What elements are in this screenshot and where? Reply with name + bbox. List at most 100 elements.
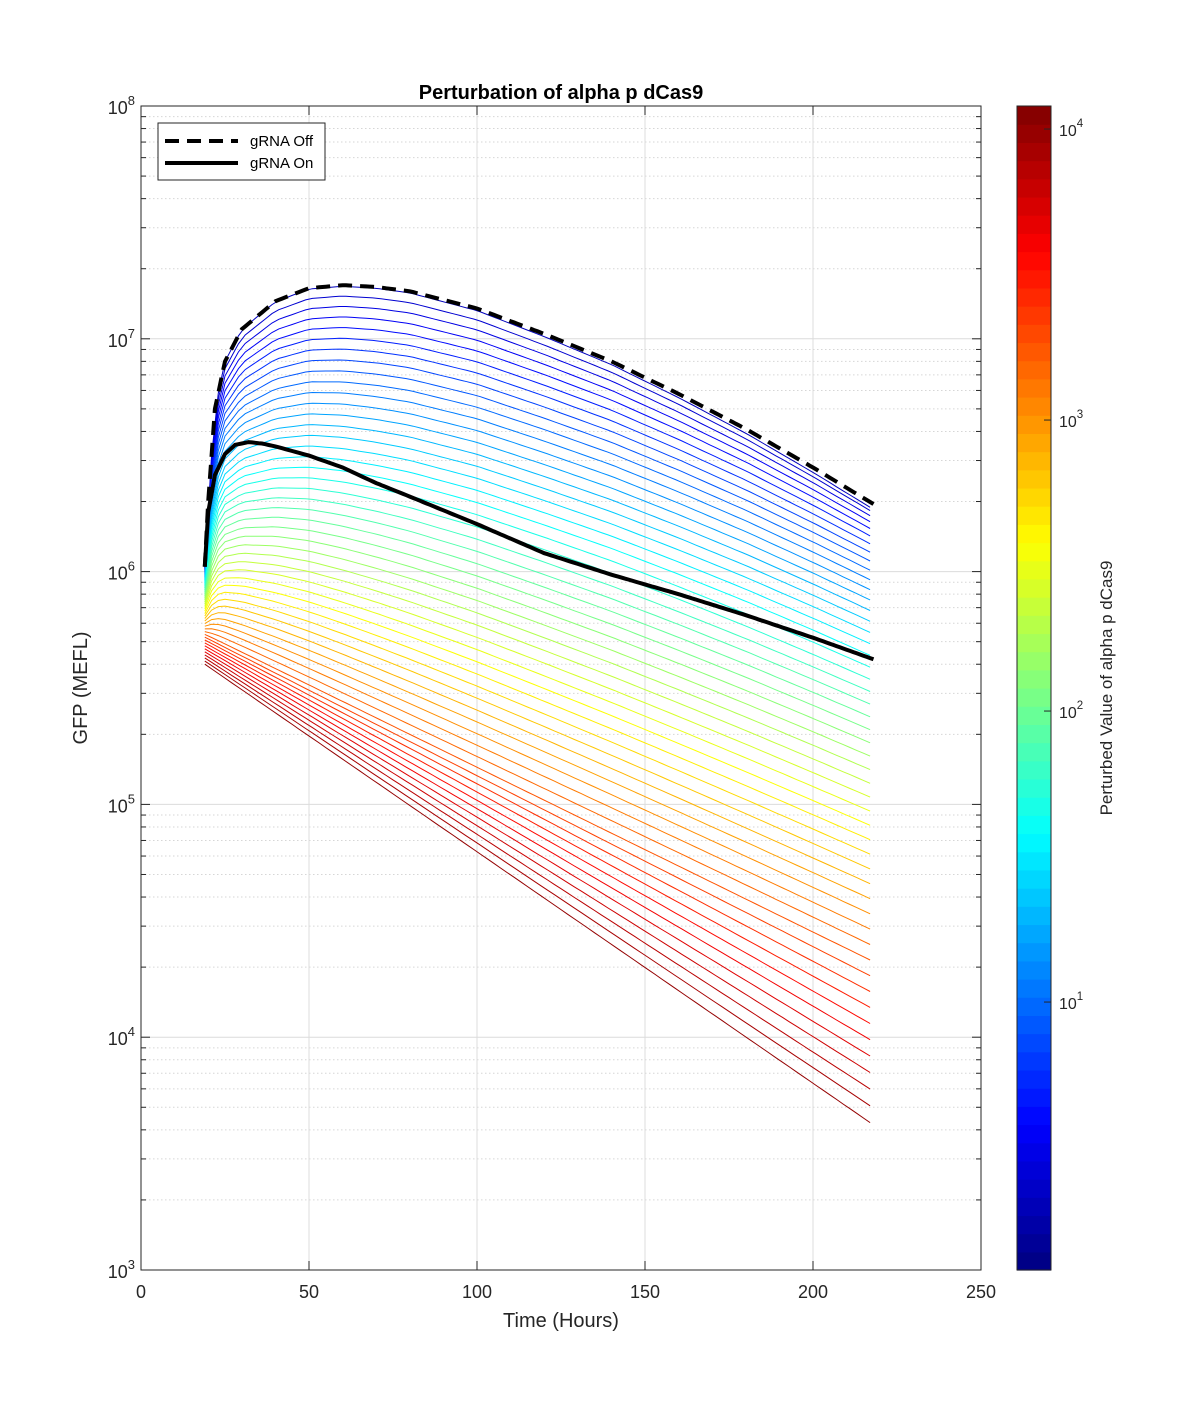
perturbation-curve <box>204 544 871 757</box>
y-tick-label: 106 <box>108 559 135 584</box>
colorbar-band <box>1017 869 1051 889</box>
colorbar-band <box>1017 178 1051 198</box>
colorbar-band <box>1017 669 1051 689</box>
colorbar-band <box>1017 160 1051 180</box>
colorbar-band <box>1017 706 1051 725</box>
perturbation-curve <box>204 642 871 1008</box>
colorbar-band <box>1017 196 1051 216</box>
perturbation-curve <box>204 552 871 771</box>
perturbation-curve <box>204 337 871 570</box>
colorbar-band <box>1017 215 1051 234</box>
colorbar-band <box>1017 1015 1051 1035</box>
perturbation-curve <box>204 413 871 601</box>
colorbar-band <box>1017 997 1051 1016</box>
perturbation-curve <box>204 657 871 1090</box>
x-tick-label: 150 <box>630 1282 660 1302</box>
perturbation-curve <box>204 651 871 1057</box>
legend: gRNA Off gRNA On <box>157 122 326 181</box>
perturbation-curve <box>204 327 871 569</box>
perturbation-curve <box>204 516 871 718</box>
perturbation-curve <box>204 660 871 1107</box>
colorbar-band <box>1017 651 1051 671</box>
y-tick-label: 104 <box>108 1024 135 1049</box>
colorbar-band <box>1017 1160 1051 1180</box>
perturbation-curve <box>204 584 871 826</box>
colorbar-band <box>1017 1142 1051 1162</box>
series-gRNA-on <box>202 440 875 662</box>
perturbation-curve <box>204 286 871 567</box>
perturbation-curve <box>204 633 871 961</box>
colorbar-band <box>1017 1197 1051 1217</box>
colorbar-band <box>1017 1179 1051 1198</box>
legend-label-gRNA-on: gRNA On <box>250 155 313 172</box>
perturbation-curve <box>204 381 871 574</box>
perturbation-curve <box>204 654 871 1073</box>
colorbar-band <box>1017 906 1051 926</box>
colorbar-tick-label: 102 <box>1059 700 1083 722</box>
colorbar-band <box>1017 287 1051 307</box>
perturbation-curve <box>204 306 871 568</box>
colorbar-band <box>1017 615 1051 635</box>
colorbar-band <box>1017 306 1051 325</box>
colorbar-band <box>1017 760 1051 780</box>
perturbation-curve <box>204 605 871 870</box>
y-axis-label: GFP (MEFL) <box>70 632 92 745</box>
legend-box <box>157 122 326 181</box>
colorbar-band <box>1017 142 1051 162</box>
colorbar-band <box>1017 851 1051 871</box>
colorbar-band <box>1017 124 1051 143</box>
colorbar-band <box>1017 633 1051 653</box>
colorbar-band <box>1017 1251 1051 1271</box>
colorbar-band <box>1017 378 1051 398</box>
colorbar-band <box>1017 251 1051 271</box>
perturbation-curve <box>204 628 871 930</box>
perturbation-curve <box>204 370 871 573</box>
colorbar-band <box>1017 560 1051 580</box>
colorbar-band <box>1017 833 1051 853</box>
colorbar-band <box>1017 960 1051 980</box>
colorbar-band <box>1017 269 1051 289</box>
y-tick-labels: 103 104 105 106 107 108 <box>108 93 135 1282</box>
y-tick-label: 105 <box>108 791 135 816</box>
colorbar-band <box>1017 1069 1051 1089</box>
y-tick-label: 103 <box>108 1257 135 1282</box>
colorbar-band <box>1017 942 1051 962</box>
perturbation-curve <box>204 445 871 633</box>
colorbar-band <box>1017 888 1051 907</box>
perturbation-curve <box>204 645 871 1024</box>
reference-curves <box>202 283 875 662</box>
colorbar-band <box>1017 415 1051 434</box>
perturbation-curve <box>204 295 871 567</box>
colorbar-band <box>1017 324 1051 344</box>
perturbation-curve <box>204 577 871 812</box>
colorbar-band <box>1017 433 1051 453</box>
x-tick-label: 50 <box>299 1282 319 1302</box>
perturbation-curve <box>204 636 871 977</box>
perturbation-curve <box>204 487 871 680</box>
colorbar-ticks: 101 102 103 104 <box>1044 118 1084 1013</box>
colorbar-band <box>1017 469 1051 489</box>
perturbation-curve <box>204 618 871 900</box>
axis-ticks <box>140 105 982 1271</box>
colorbar-band <box>1017 1233 1051 1253</box>
perturbation-curve <box>204 434 871 622</box>
chart-title: Perturbation of alpha p dCas9 <box>419 82 703 104</box>
perturbation-curve <box>204 561 871 784</box>
colorbar-band <box>1017 688 1051 707</box>
colorbar-band <box>1017 1215 1051 1235</box>
perturbation-curve <box>204 507 871 705</box>
perturbation-curve <box>204 598 871 855</box>
colorbar-band <box>1017 506 1051 525</box>
colorbar-band <box>1017 360 1051 380</box>
perturbation-curve <box>204 526 871 731</box>
series-gRNA-off <box>202 283 875 567</box>
colorbar-tick-label: 103 <box>1059 409 1083 431</box>
perturbation-curve <box>204 663 871 1124</box>
colorbar-band <box>1017 397 1051 416</box>
perturbation-curve <box>204 591 871 841</box>
perturbation-curve <box>204 316 871 568</box>
perturbation-curve <box>204 612 871 885</box>
colorbar-band <box>1017 742 1051 762</box>
y-tick-label: 108 <box>108 93 135 118</box>
